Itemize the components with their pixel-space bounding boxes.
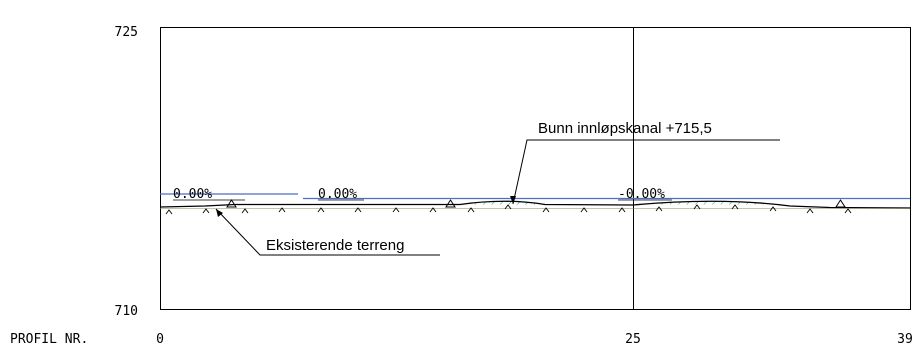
grade-label-3: -0.00% [618,187,665,202]
terrain-leader-line [215,208,440,256]
terrain-tick-marks [165,204,852,215]
terrain-annotation: Eksisterende terreng [266,237,404,254]
y-axis-top-label: 725 [115,25,138,40]
inlet-annotation: Bunn innløpskanal +715,5 [538,120,712,137]
grade-label-2: 0.00% [318,187,357,202]
profile-number-label: PROFIL NR. [10,332,88,347]
terrain-arrowhead [216,209,223,217]
inlet-leader-line [512,139,780,205]
grade-label-1: 0.00% [173,187,212,202]
x-tick-0: 0 [156,332,164,347]
terrain-line [159,200,911,209]
plot-frame [160,27,911,310]
y-axis-bottom-label: 710 [115,304,138,319]
x-tick-39: 39 [897,332,913,347]
inlet-arrowhead [510,196,516,204]
survey-point-triangles [226,199,846,208]
x-tick-25: 25 [625,332,641,347]
